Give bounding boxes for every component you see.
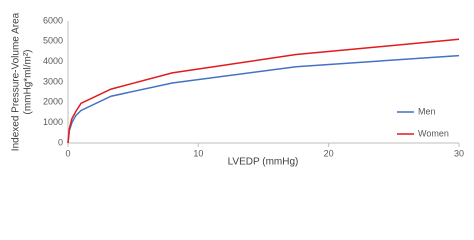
y-axis-title: Indexed Pressure-Volume Area [11,12,22,151]
y-tick-label: 0 [58,137,63,147]
chart: LVEDP (mmHg) Indexed Pressure-Volume Are… [11,12,464,168]
x-tick-label: 10 [193,148,203,158]
y-tick-label: 5000 [43,36,63,46]
data-line [67,38,460,144]
data-line [67,54,460,144]
y-tick-label: 1000 [43,117,63,127]
y-tick-label: 6000 [43,15,63,25]
y-tick-label: 3000 [43,76,63,86]
x-tick-label: 30 [454,148,464,158]
legend-label: Men [418,106,436,116]
y-tick-label: 4000 [43,56,63,66]
x-tick-label: 20 [324,148,334,158]
x-tick-label: 0 [65,148,70,158]
y-tick-label: 2000 [43,97,63,107]
legend-label: Women [418,128,449,138]
y-axis-title: (mmHg*ml/m²) [23,50,34,115]
x-axis-title: LVEDP (mmHg) [228,157,299,168]
